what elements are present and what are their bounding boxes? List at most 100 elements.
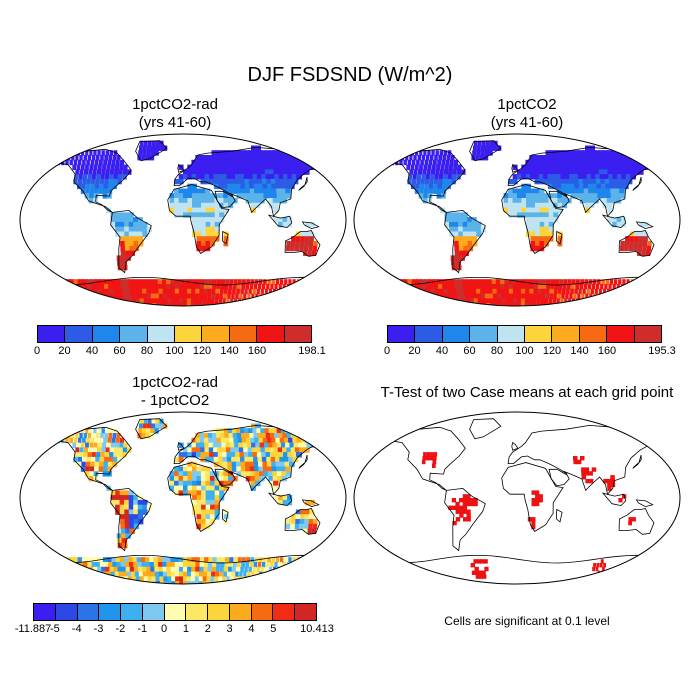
grid-cell: [204, 178, 211, 185]
coastline-madagascar: [556, 508, 563, 523]
grid-cell: [124, 519, 130, 525]
grid-cell: [307, 571, 310, 577]
grid-cell: [121, 255, 127, 261]
grid-cell: [509, 303, 514, 306]
grid-cell: [115, 279, 122, 285]
grid-cell: [204, 437, 210, 444]
grid-cell: [603, 563, 606, 568]
grid-cell: [392, 155, 396, 161]
grid-cell: [467, 236, 473, 242]
grid-cell: [79, 155, 83, 161]
grid-cell: [556, 178, 562, 185]
grid-cell: [210, 504, 216, 511]
grid-cell: [223, 471, 229, 477]
grid-cell: [584, 471, 590, 476]
grid-cell: [379, 298, 387, 304]
grid-cell: [163, 298, 169, 304]
grid-cell: [293, 566, 296, 573]
coastline-nz: [663, 530, 675, 543]
grid-cell: [48, 581, 57, 584]
grid-cell: [432, 188, 438, 194]
grid-cell: [99, 178, 105, 185]
grid-cell: [530, 198, 536, 204]
grid-cell: [267, 557, 271, 563]
grid-cell: [241, 471, 247, 477]
grid-cell: [603, 174, 610, 180]
grid-cell: [223, 150, 230, 156]
grid-cell: [72, 298, 80, 304]
grid-cell: [48, 279, 55, 285]
grid-cell: [554, 284, 559, 290]
grid-cell: [625, 284, 628, 290]
grid-cell: [155, 140, 160, 147]
grid-cell: [237, 279, 242, 285]
grid-cell: [303, 155, 310, 161]
grid-cell: [175, 571, 180, 577]
grid-cell: [517, 202, 523, 209]
grid-cell: [574, 178, 580, 185]
grid-cell: [415, 150, 419, 156]
grid-cell: [534, 174, 540, 180]
grid-cell: [183, 452, 188, 458]
coastline-uk: [511, 163, 519, 173]
grid-cell: [218, 298, 222, 304]
grid-cell: [183, 466, 189, 472]
grid-cell: [547, 178, 553, 185]
grid-cell: [296, 159, 303, 166]
grid-cell: [72, 566, 80, 573]
grid-cell: [41, 562, 49, 568]
grid-cell: [539, 226, 545, 233]
grid-cell: [319, 571, 322, 577]
grid-cell: [301, 557, 305, 563]
grid-cell: [198, 581, 203, 584]
grid-cell: [98, 188, 104, 194]
grid-cell: [467, 245, 474, 252]
grid-cell: [471, 231, 477, 237]
grid-cell: [491, 279, 497, 285]
grid-cell: [273, 207, 279, 213]
grid-cell: [373, 288, 382, 295]
grid-cell: [230, 576, 234, 582]
grid-cell: [178, 284, 184, 290]
grid-cell: [233, 557, 238, 563]
coastline-indonesia: [601, 214, 627, 229]
grid-cell: [120, 241, 126, 247]
grid-cell: [293, 164, 300, 170]
grid-cell: [430, 298, 437, 304]
grid-cell: [608, 155, 615, 161]
grid-cell: [442, 284, 449, 290]
grid-cell: [115, 217, 121, 223]
grid-cell: [403, 159, 407, 166]
grid-cell: [139, 576, 146, 582]
grid-cell: [517, 212, 523, 218]
grid-cell: [219, 212, 225, 218]
grid-cell: [466, 494, 471, 499]
grid-cell: [319, 155, 327, 161]
grid-cell: [562, 284, 567, 290]
grid-cell: [108, 298, 115, 304]
grid-cell: [205, 221, 211, 228]
grid-cell: [479, 279, 485, 285]
grid-cell: [213, 456, 219, 463]
grid-cell: [149, 284, 155, 290]
grid-cell: [531, 498, 536, 503]
grid-cell: [423, 150, 427, 156]
grid-cell: [252, 566, 256, 573]
grid-cell: [268, 150, 275, 156]
colorbar-swatch: [202, 326, 230, 342]
grid-cell: [249, 183, 255, 190]
grid-cell: [207, 293, 212, 299]
grid-cell: [201, 231, 207, 237]
grid-cell: [422, 456, 426, 461]
grid-cell: [129, 562, 135, 568]
grid-cell: [458, 236, 464, 242]
grid-cell: [108, 284, 115, 290]
grid-cell: [589, 202, 595, 209]
grid-cell: [637, 250, 642, 256]
grid-cell: [587, 298, 591, 304]
grid-cell: [295, 231, 301, 237]
grid-cell: [205, 212, 211, 218]
grid-cell: [441, 183, 447, 190]
grid-cell: [429, 284, 436, 290]
grid-cell: [245, 471, 251, 477]
